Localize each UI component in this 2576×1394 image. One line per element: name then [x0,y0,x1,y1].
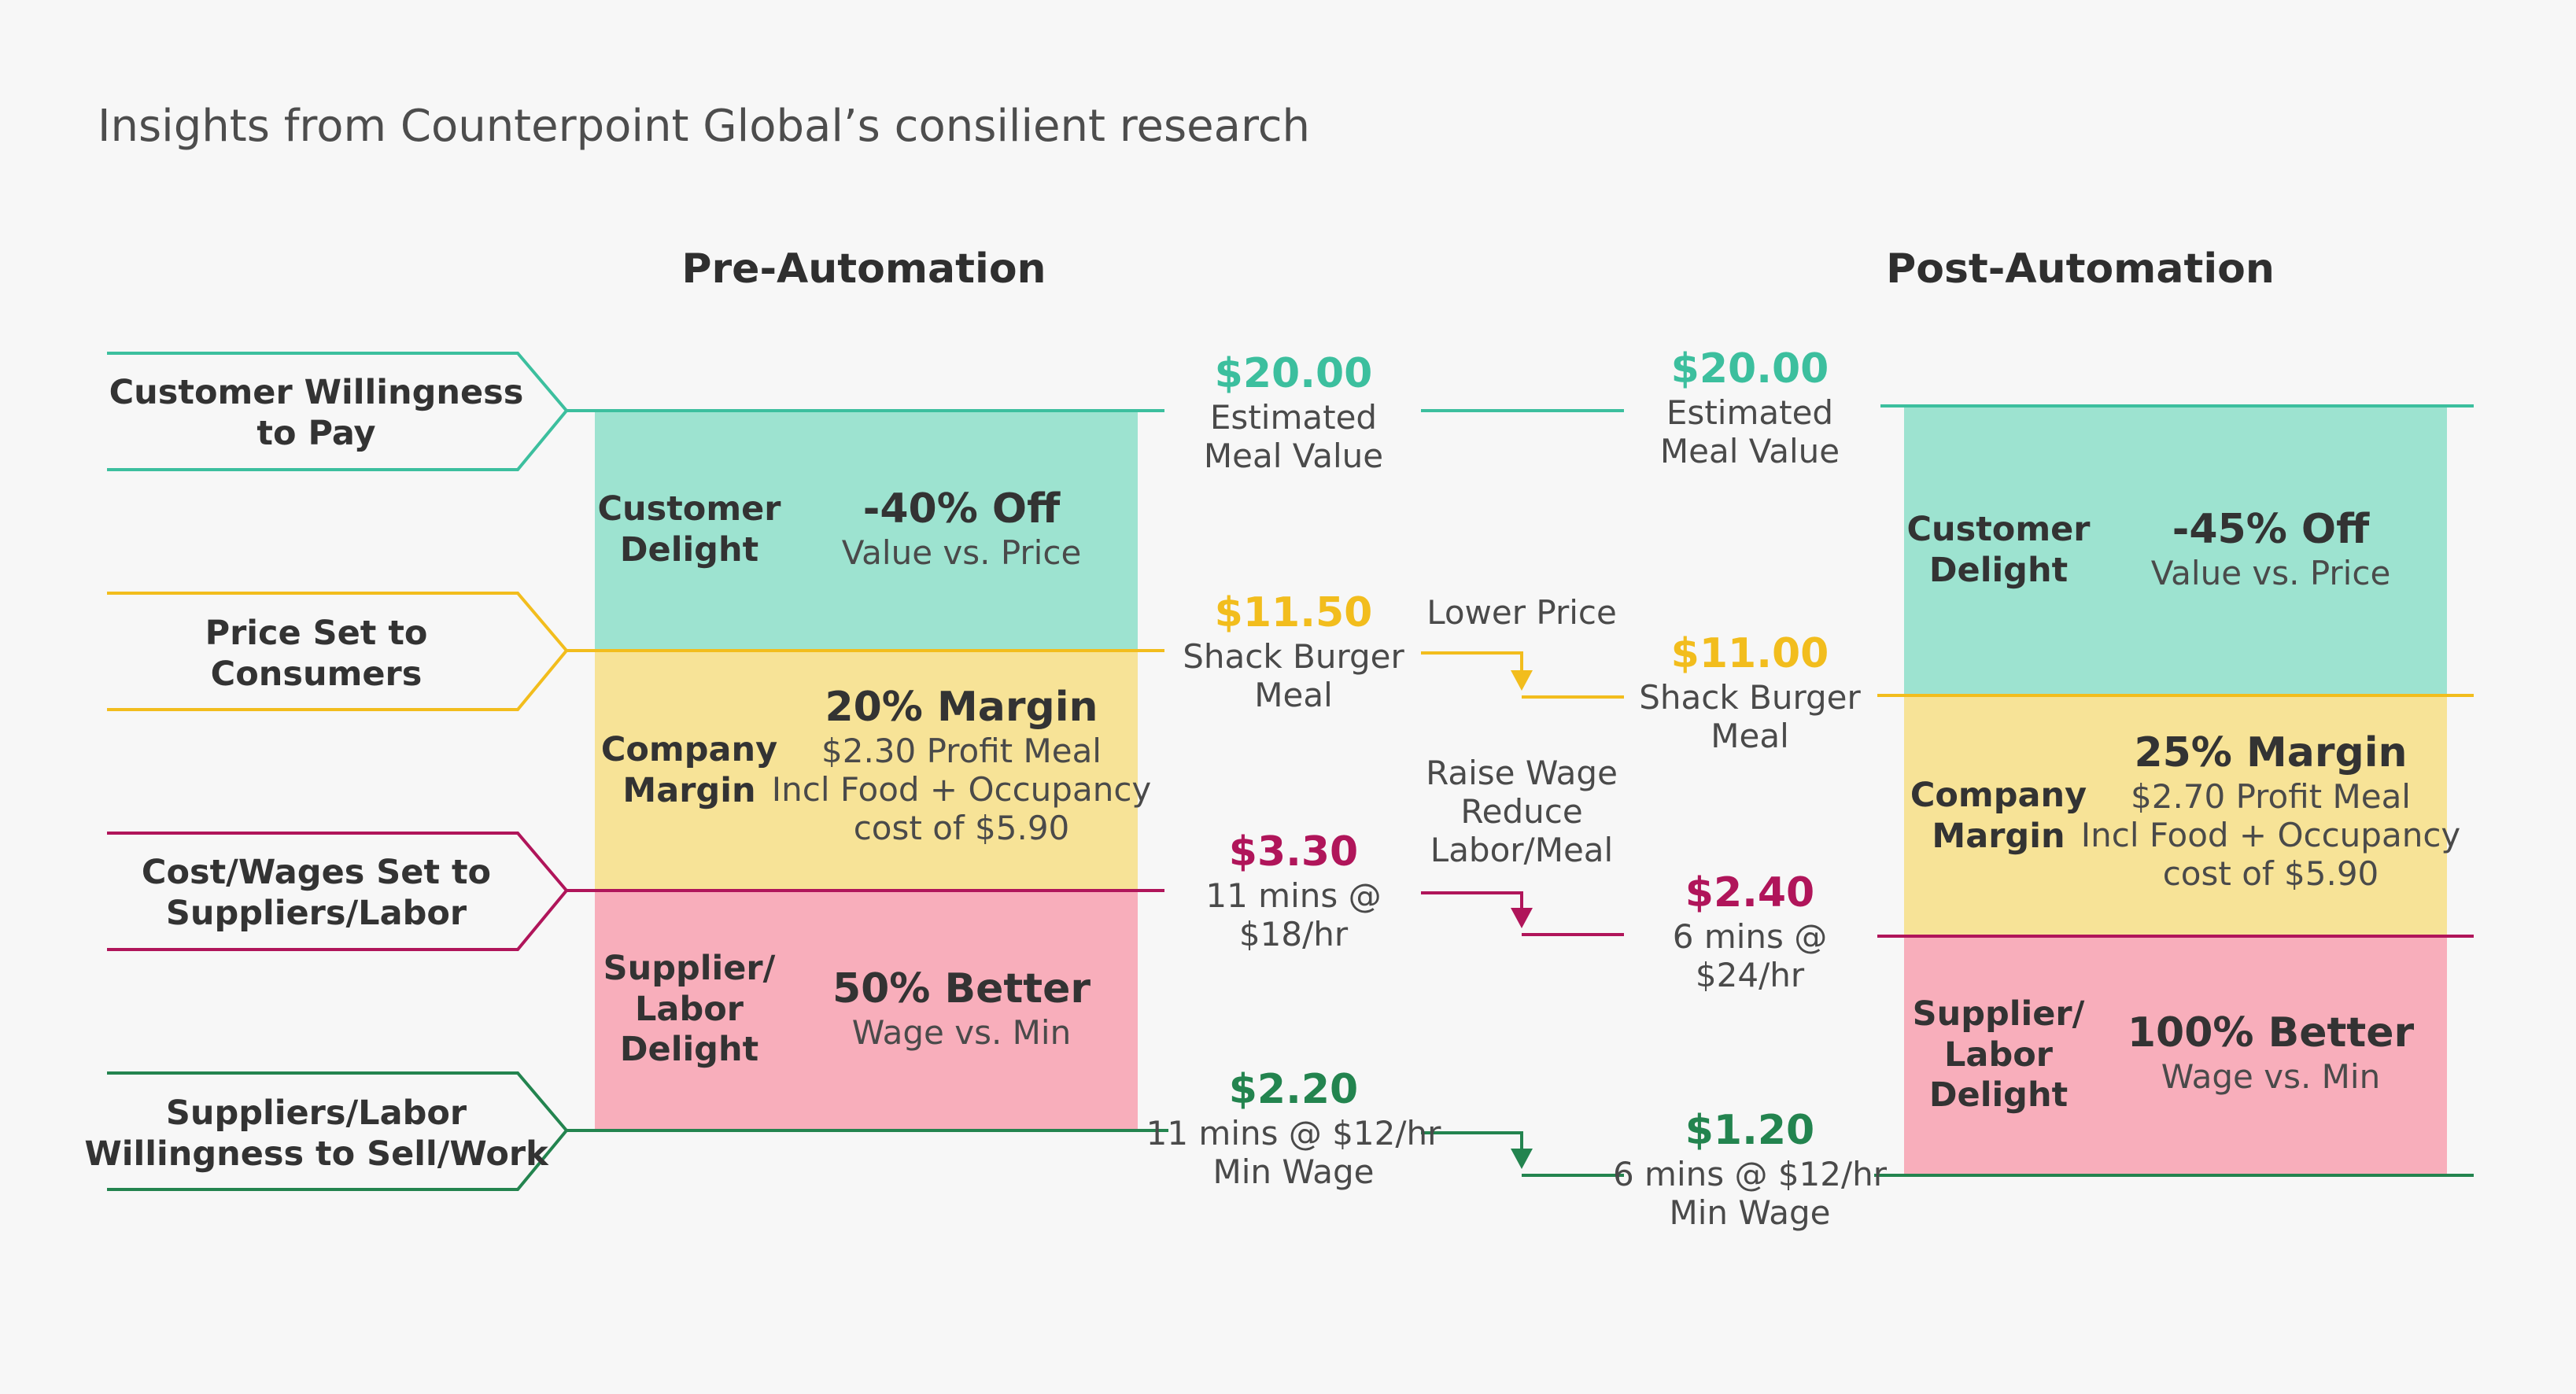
pre-customer-delight-band [595,411,1138,650]
label-cost-wages: Cost/Wages Set to Suppliers/Labor [141,853,492,933]
post-supplier-delight-value: 100% Better Wage vs. Min [2127,1009,2415,1096]
post-automation-title: Post-Automation [1886,245,2275,293]
pre-company-margin-label: Company Margin [600,730,778,810]
post-min-wage: $1.20 6 mins @ $12/hr Min Wage [1612,1107,1888,1232]
post-customer-delight-label: Customer Delight [1906,510,2091,590]
post-customer-delight-value: -45% Off Value vs. Price [2150,506,2391,592]
label-customer-willingness: Customer Willingness to Pay [109,373,524,453]
price-change-connector [1421,651,1523,675]
pre-company-margin-band [595,650,1138,891]
pre-company-margin-value: 20% Margin $2.30 Profit Meal Incl Food +… [771,684,1152,848]
min-wage-change-arrowhead [1511,1149,1533,1169]
min-wage-change-connector [1421,1131,1523,1153]
post-company-margin-value: 25% Margin $2.70 Profit Meal Incl Food +… [2080,729,2461,894]
post-meal-value: $20.00 Estimated Meal Value [1659,345,1840,470]
pre-min-wage: $2.20 11 mins @ $12/hr Min Wage [1146,1066,1441,1191]
cost-change-connector [1421,891,1523,913]
raise-wage-note: Raise Wage Reduce Labor/Meal [1426,754,1618,870]
post-company-margin-label: Company Margin [1910,776,2087,856]
pre-automation-title: Pre-Automation [681,245,1046,293]
pre-customer-delight-value: -40% Off Value vs. Price [841,485,1082,572]
pre-supplier-delight-label: Supplier/Labor Delight [603,949,776,1070]
pre-supplier-delight-value: 50% Better Wage vs. Min [832,965,1091,1052]
pre-meal-value: $20.00 Estimated Meal Value [1203,350,1384,475]
pre-meal-price: $11.50 Shack Burger Meal [1183,589,1404,714]
post-company-margin-band [1904,695,2447,936]
post-customer-delight-band [1904,406,2447,695]
price-change-arrowhead [1511,670,1533,691]
lower-price-note: Lower Price [1426,593,1617,632]
page-subtitle: Insights from Counterpoint Global’s cons… [98,101,1311,152]
post-supplier-delight-band [1904,936,2447,1175]
cost-change-arrowhead [1511,908,1533,928]
pre-supplier-delight-band [595,891,1138,1130]
post-labor-cost: $2.40 6 mins @ $24/hr [1672,869,1828,994]
label-supplier-willingness: Suppliers/Labor Willingness to Sell/Work [84,1093,548,1174]
pre-labor-cost: $3.30 11 mins @ $18/hr [1205,828,1382,953]
label-price-set: Price Set to Consumers [205,614,428,694]
post-meal-price: $11.00 Shack Burger Meal [1639,630,1861,755]
pre-customer-delight-label: Customer Delight [597,489,781,570]
post-supplier-delight-label: Supplier/Labor Delight [1912,994,2085,1116]
